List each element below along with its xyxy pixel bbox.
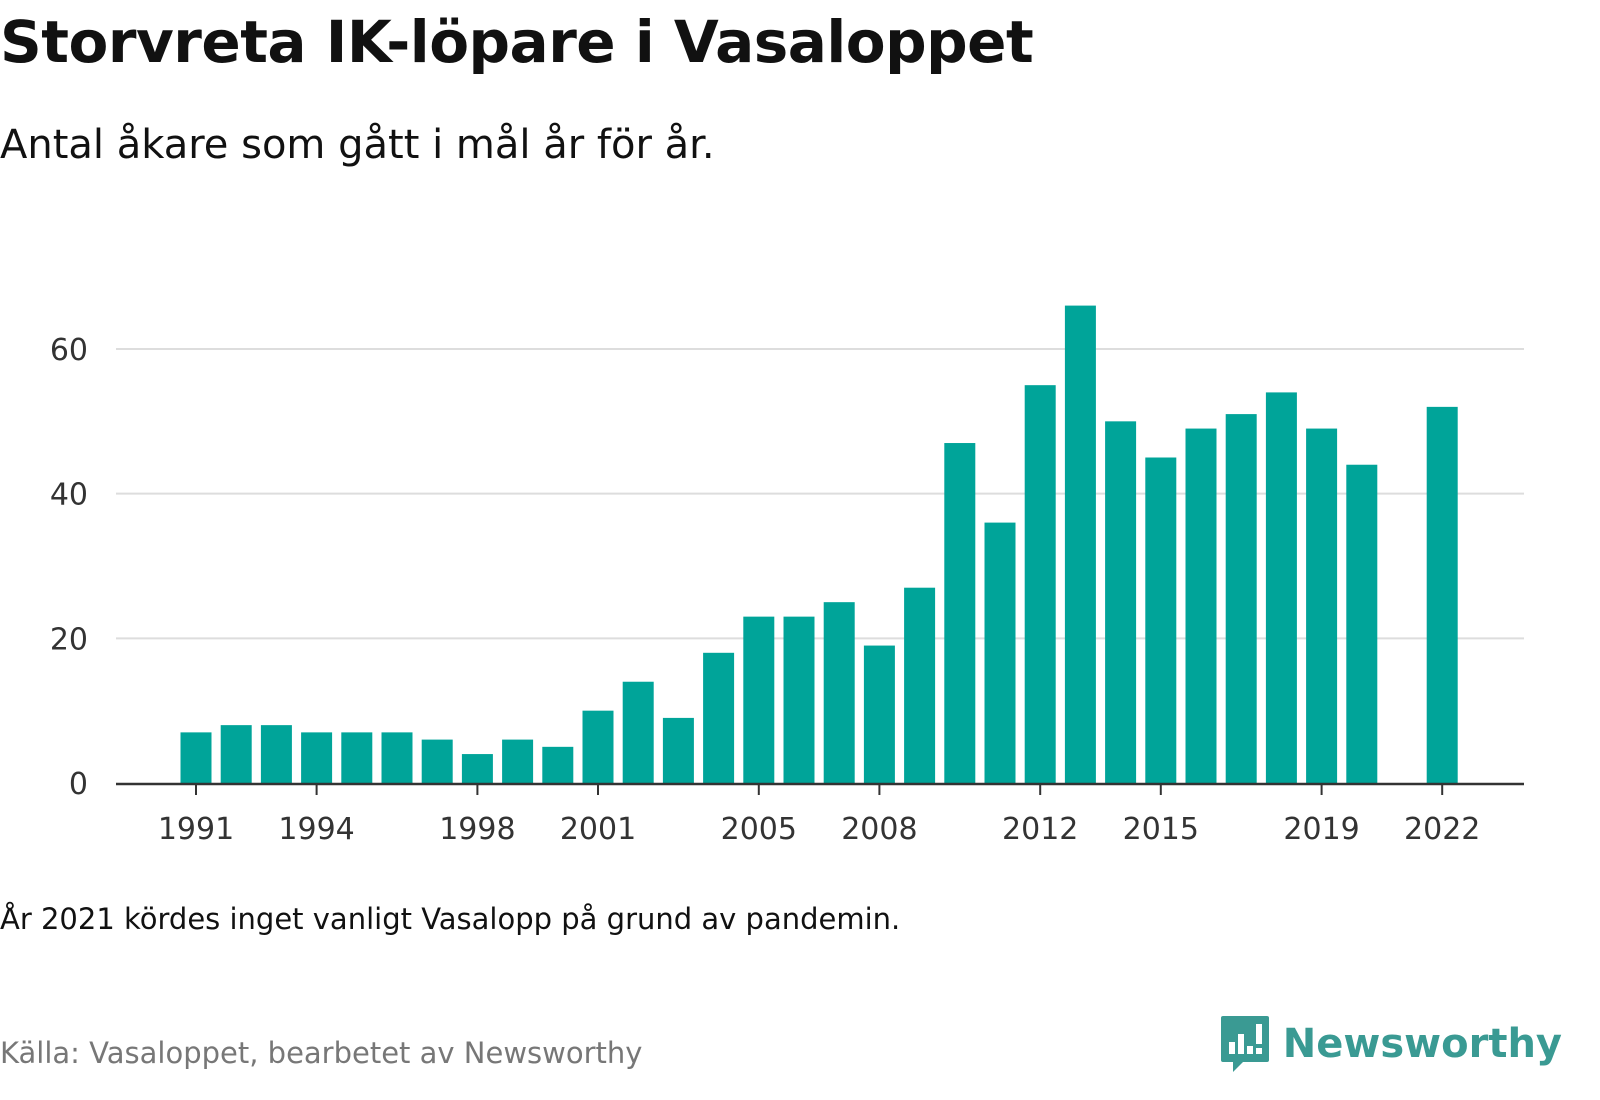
bar-1993 [260,725,292,783]
x-tick-label-1991: 1991 [158,812,234,847]
bar-1999 [502,739,534,783]
bar-2013 [1064,305,1096,783]
y-tick-label-0: 0 [69,767,88,802]
bar-2012 [1024,385,1056,783]
bar-2010 [944,443,976,783]
bar-2019 [1306,428,1338,783]
chart-title: Storvreta IK-löpare i Vasaloppet [0,8,1034,76]
bar-2011 [984,522,1016,783]
newsworthy-brand[interactable]: Newsworthy [1219,1014,1562,1074]
x-tick-label-1998: 1998 [439,812,515,847]
bar-chart: 0 20 40 60 1991 1994 1998 2001 2005 2008 2012 2015… [50,305,1524,847]
newsworthy-logo-icon [1220,1016,1269,1072]
bar-1997 [421,739,453,783]
x-tick-label-2005: 2005 [721,812,797,847]
bar-2007 [823,602,855,783]
bar-1995 [341,732,373,783]
chart-subtitle: Antal åkare som gått i mål år för år. [0,122,715,168]
x-tick-label-2019: 2019 [1283,812,1359,847]
bar-2017 [1225,414,1257,783]
bar-2002 [622,681,654,783]
bar-2015 [1145,457,1177,783]
bar-2014 [1105,421,1137,783]
bar-1991 [180,732,212,783]
bar-2000 [542,746,574,783]
bar-2009 [904,587,936,783]
bar-2001 [582,710,614,783]
footnote: År 2021 kördes inget vanligt Vasalopp på… [0,902,901,936]
bar-2022 [1426,406,1458,783]
bar-2018 [1265,392,1297,783]
bar-2016 [1185,428,1217,783]
bar-1998 [461,754,493,783]
bar-1992 [220,725,252,783]
x-tick-label-2022: 2022 [1404,812,1480,847]
bar-1994 [301,732,333,783]
x-tick-label-2012: 2012 [1002,812,1078,847]
y-tick-label-20: 20 [50,622,88,657]
x-tick-label-2008: 2008 [841,812,917,847]
bar-2008 [863,645,895,783]
x-tick-label-1994: 1994 [278,812,354,847]
bar-1996 [381,732,413,783]
bar-2006 [783,616,815,783]
source-text: Källa: Vasaloppet, bearbetet av Newswort… [0,1036,643,1070]
bars [180,305,1458,783]
y-tick-label-40: 40 [50,478,88,513]
bar-2020 [1346,464,1378,783]
bar-2004 [703,652,735,783]
x-tick-label-2001: 2001 [560,812,636,847]
bar-2005 [743,616,775,783]
x-tick-label-2015: 2015 [1123,812,1199,847]
y-tick-label-60: 60 [50,333,88,368]
y-axis: 0 20 40 60 [50,333,88,802]
brand-name: Newsworthy [1282,1021,1562,1067]
x-axis: 1991 1994 1998 2001 2005 2008 2012 2015 2019 2022 [116,782,1524,847]
bar-2003 [662,717,694,783]
